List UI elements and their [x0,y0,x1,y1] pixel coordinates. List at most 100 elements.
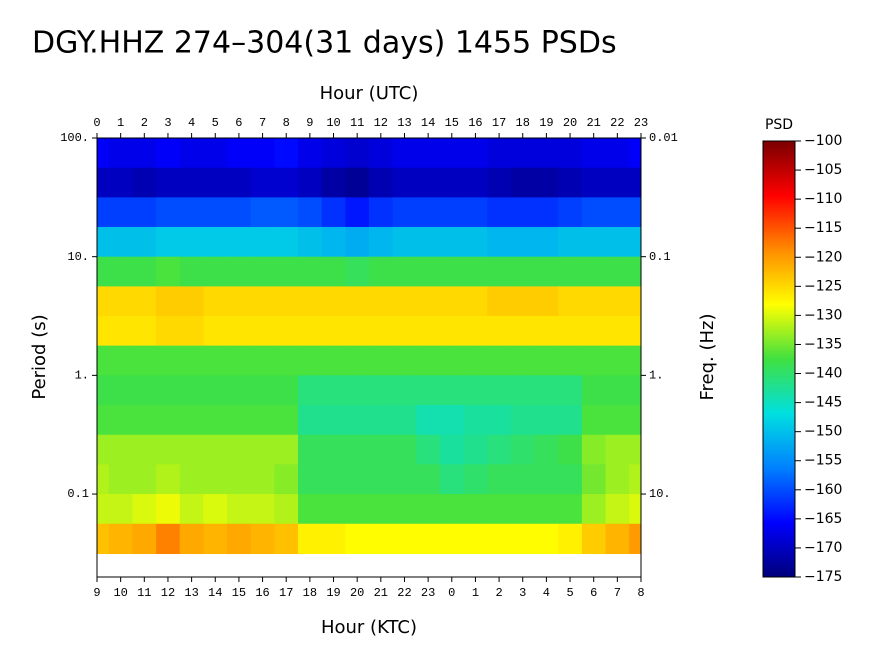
heatmap-cell [179,138,205,169]
heatmap-cell [392,226,417,258]
heatmap-cell [132,464,157,495]
heatmap-cell [416,405,441,436]
heatmap-cell [369,226,394,258]
heatmap-cell [156,316,181,347]
heatmap-cell [605,167,630,198]
heatmap-cell [369,316,394,347]
heatmap-cell [179,286,205,317]
heatmap-cell [345,286,370,317]
heatmap-cell [581,464,607,495]
heatmap-cell [439,523,465,555]
heatmap-cell [321,434,346,465]
heatmap-cell [629,464,641,495]
colorbar-tick-label: −135 [804,336,842,352]
heatmap-cell [534,226,559,258]
heatmap-cell [179,197,205,228]
heatmap-cell [250,375,275,406]
heatmap-cell [369,405,394,436]
heatmap-cell [97,494,110,525]
heatmap-cell [132,256,157,287]
heatmap-cell [298,434,323,465]
x2-tick-label: 6 [590,586,597,600]
heatmap-cell [179,345,205,376]
x2-tick-label: 8 [637,586,644,600]
heatmap-cell [392,345,417,376]
heatmap-cell [108,464,134,495]
heatmap-cell [108,316,134,347]
heatmap-cell [298,167,323,198]
heatmap-cell [463,197,488,228]
heatmap-cell [392,523,417,555]
x2-tick-label: 10 [113,586,127,600]
heatmap-cell [132,523,157,555]
heatmap-cell [274,167,299,198]
heatmap-cell [558,256,583,287]
heatmap-cell [250,256,275,287]
heatmap-cell [97,345,110,376]
x-tick-label: 10 [326,116,340,130]
heatmap-cell [345,197,370,228]
heatmap-cell [487,226,512,258]
heatmap-cell [227,286,252,317]
x2-tick-label: 23 [421,586,435,600]
y-tick-label: 1. [75,369,89,383]
heatmap-cell [416,345,441,376]
heatmap-cell [227,523,252,555]
heatmap-cell [558,286,583,317]
heatmap-cell [227,197,252,228]
heatmap-cell [605,494,630,525]
heatmap-cell [534,523,559,555]
heatmap-cell [227,256,252,287]
heatmap-cell [250,138,275,169]
heatmap-cell [250,405,275,436]
heatmap-cell [629,494,641,525]
x2-tick-label: 13 [184,586,198,600]
heatmap-cell [416,494,441,525]
heatmap-cell [227,405,252,436]
heatmap-cell [369,434,394,465]
heatmap-cell [534,197,559,228]
colorbar-tick-label: −120 [804,249,842,265]
heatmap-cell [369,464,394,495]
heatmap-cell [274,197,299,228]
x-tick-label: 14 [421,116,435,130]
heatmap-cell [510,167,536,198]
x-tick-label: 12 [374,116,388,130]
y2-tick-label: 1. [649,369,663,383]
heatmap-cell [97,405,110,436]
heatmap-cell [392,256,417,287]
heatmap-cell [132,226,157,258]
x-tick-label: 17 [492,116,506,130]
heatmap-cell [558,226,583,258]
heatmap-cell [439,464,465,495]
heatmap-cell [463,226,488,258]
heatmap-cell [605,464,630,495]
heatmap-cell [487,167,512,198]
heatmap-cell [108,138,134,169]
x2-tick-label: 2 [495,586,502,600]
heatmap-cell [487,405,512,436]
heatmap-cell [227,494,252,525]
heatmap-cell [298,197,323,228]
y2-tick-label: 10. [649,487,671,501]
x-tick-label: 11 [350,116,364,130]
heatmap-cell [227,375,252,406]
heatmap-cell [510,434,536,465]
heatmap-cell [298,316,323,347]
heatmap-cell [369,197,394,228]
heatmap-cell [392,316,417,347]
heatmap-cell [321,286,346,317]
heatmap-cell [97,138,110,169]
heatmap-cell [510,197,536,228]
heatmap-cell [97,464,110,495]
heatmap-cell [392,138,417,169]
heatmap-cell [179,375,205,406]
heatmap-cell [108,256,134,287]
heatmap-cell [250,286,275,317]
x-tick-label: 21 [586,116,600,130]
heatmap-cell [463,167,488,198]
heatmap-cell [534,345,559,376]
heatmap-cell [463,316,488,347]
heatmap-cell [416,167,441,198]
